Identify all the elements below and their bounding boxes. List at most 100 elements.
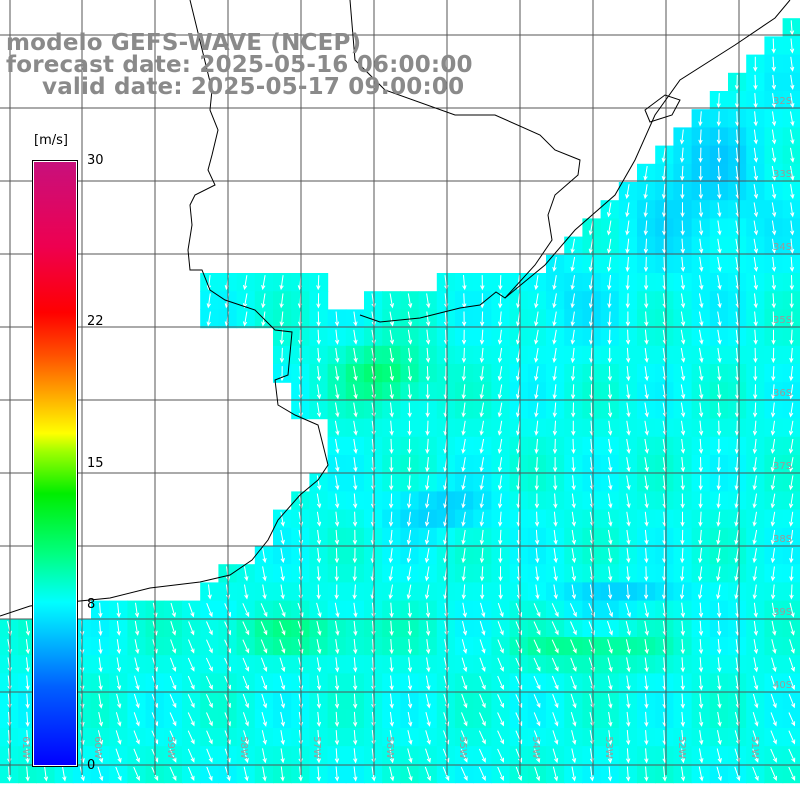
wind-arrow bbox=[680, 766, 686, 782]
wind-arrow bbox=[316, 329, 321, 345]
wind-arrow bbox=[424, 566, 430, 582]
wind-arrow bbox=[644, 730, 649, 746]
wind-arrow bbox=[353, 457, 358, 473]
wind-arrow bbox=[533, 694, 541, 709]
wind-arrow bbox=[316, 275, 321, 291]
wind-arrow bbox=[352, 566, 357, 582]
wind-arrow bbox=[133, 730, 140, 745]
wind-arrow bbox=[680, 329, 686, 345]
wind-arrow bbox=[662, 220, 667, 236]
wind-arrow bbox=[607, 366, 613, 382]
colorbar bbox=[32, 160, 78, 767]
wind-arrow bbox=[534, 311, 539, 327]
wind-arrow bbox=[608, 529, 613, 545]
wind-arrow bbox=[353, 748, 358, 764]
wind-arrow bbox=[497, 766, 504, 781]
wind-arrow bbox=[206, 311, 211, 327]
wind-arrow bbox=[734, 584, 739, 600]
wind-arrow bbox=[316, 766, 321, 782]
wind-arrow bbox=[479, 493, 484, 509]
wind-arrow bbox=[643, 256, 649, 273]
wind-arrow bbox=[552, 329, 557, 345]
title-model: modelo GEFS-WAVE (NCEP) bbox=[6, 30, 362, 56]
wind-arrow bbox=[771, 202, 777, 218]
wind-arrow bbox=[570, 693, 577, 709]
wind-arrow bbox=[698, 420, 704, 436]
wind-arrow bbox=[644, 566, 649, 582]
wind-arrow bbox=[752, 402, 758, 418]
title-valid-date: valid date: 2025-05-17 09:00:00 bbox=[42, 74, 465, 100]
wind-arrow bbox=[497, 602, 504, 618]
wind-arrow bbox=[497, 420, 503, 436]
wind-arrow bbox=[352, 548, 358, 564]
wind-arrow bbox=[389, 366, 394, 382]
wind-arrow bbox=[424, 529, 430, 545]
wind-arrow bbox=[407, 657, 413, 673]
wind-arrow bbox=[571, 493, 576, 509]
wind-arrow bbox=[424, 548, 430, 564]
wind-arrow bbox=[626, 675, 631, 691]
wind-arrow bbox=[353, 475, 358, 491]
wind-arrow bbox=[425, 384, 430, 400]
wind-arrow bbox=[388, 529, 394, 546]
wind-arrow bbox=[280, 566, 285, 582]
wind-arrow bbox=[789, 293, 794, 309]
wind-arrow bbox=[389, 639, 394, 655]
wind-arrow bbox=[352, 693, 358, 709]
wind-arrow bbox=[479, 657, 486, 672]
wind-arrow bbox=[389, 766, 395, 782]
wind-arrow bbox=[424, 766, 431, 782]
wind-arrow bbox=[279, 275, 284, 291]
wind-arrow bbox=[716, 457, 721, 473]
wind-arrow bbox=[571, 529, 577, 545]
wind-arrow bbox=[425, 347, 431, 364]
wind-arrow bbox=[552, 293, 557, 309]
wind-arrow bbox=[280, 748, 285, 764]
wind-arrow bbox=[479, 639, 486, 654]
wind-arrow bbox=[588, 311, 594, 327]
wind-arrow bbox=[461, 366, 467, 382]
wind-arrow bbox=[389, 620, 394, 637]
wind-arrow bbox=[389, 311, 395, 327]
wind-arrow bbox=[771, 38, 776, 54]
wind-arrow bbox=[626, 475, 631, 491]
wind-arrow bbox=[789, 566, 794, 582]
wind-arrow bbox=[316, 639, 322, 655]
wind-arrow bbox=[260, 639, 268, 654]
wind-arrow bbox=[116, 620, 121, 636]
wind-arrow bbox=[569, 603, 577, 618]
wind-arrow bbox=[516, 311, 521, 327]
wind-arrow bbox=[771, 275, 777, 291]
wind-arrow bbox=[534, 329, 539, 345]
wind-arrow bbox=[462, 275, 467, 291]
wind-arrow bbox=[280, 584, 285, 600]
wind-arrow bbox=[170, 621, 177, 636]
wind-arrow bbox=[680, 165, 685, 182]
wind-arrow bbox=[461, 566, 466, 582]
wind-arrow bbox=[625, 293, 630, 309]
wind-arrow bbox=[461, 329, 467, 345]
wind-arrow bbox=[334, 329, 340, 345]
wind-arrow bbox=[626, 384, 631, 400]
wind-arrow bbox=[699, 329, 704, 345]
wind-arrow bbox=[534, 420, 539, 436]
wind-arrow bbox=[425, 693, 431, 709]
wind-arrow bbox=[353, 639, 358, 655]
wind-arrow bbox=[535, 584, 540, 600]
wind-arrow bbox=[460, 748, 468, 763]
wind-arrow bbox=[698, 238, 704, 254]
wind-arrow bbox=[698, 639, 704, 655]
wind-arrow bbox=[608, 711, 613, 727]
wind-arrow bbox=[752, 566, 757, 582]
wind-arrow bbox=[425, 420, 430, 436]
lat-lon-grid bbox=[0, 0, 800, 775]
wind-arrow bbox=[244, 584, 249, 600]
wind-arrow bbox=[770, 438, 776, 454]
wind-arrow bbox=[680, 347, 686, 363]
wind-arrow bbox=[261, 711, 267, 727]
wind-arrow bbox=[425, 493, 430, 509]
wind-arrow bbox=[752, 511, 757, 527]
wind-arrow bbox=[187, 730, 195, 745]
wind-arrow bbox=[98, 602, 103, 618]
wind-arrow bbox=[243, 766, 249, 782]
